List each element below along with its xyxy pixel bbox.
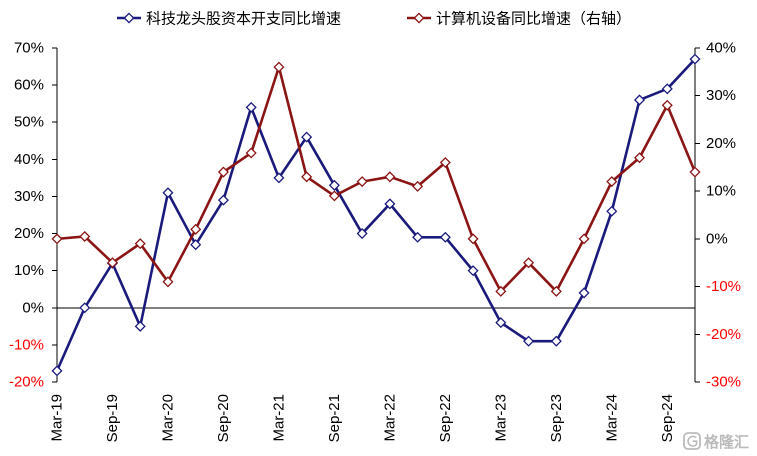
legend-marker-series-1 [123,12,135,24]
left-y-tick-label: -20% [9,374,44,391]
series-2-point [245,147,257,159]
watermark-icon [683,432,701,450]
series-1-point [634,94,646,106]
right-y-tick-label: -20% [706,326,741,343]
x-tick-label: Mar-22 [381,394,398,442]
series-2-point [634,152,646,164]
x-tick-label: Sep-20 [215,394,232,442]
left-y-tick-label: 20% [14,225,44,242]
watermark-logo: 格隆汇 [683,432,749,451]
series-1-point [301,131,313,143]
series-1-point [162,187,174,199]
legend-label-series-2: 计算机设备同比增速（右轴） [436,10,631,28]
series-2-point [217,166,229,178]
right-y-tick-label: 0% [706,230,728,247]
left-y-tick-label: 0% [22,299,44,316]
x-tick-label: Mar-21 [270,394,287,442]
series-1-point [412,231,424,243]
left-y-tick-label: 40% [14,151,44,168]
series-2-point [689,166,701,178]
legend-item-series-2: 计算机设备同比增速（右轴） [407,10,631,28]
x-tick-label: Sep-24 [659,394,676,442]
legend-label-series-1: 科技龙头股资本开支同比增速 [146,11,341,28]
x-tick-label: Mar-23 [492,394,509,442]
right-y-tick-label: 10% [706,183,736,200]
series-1-point [467,265,479,277]
series-2-point [328,190,340,202]
x-tick-label: Sep-19 [104,394,121,442]
series-1-point [523,335,535,347]
series-2-point [79,230,91,242]
watermark-icon-mark [687,435,698,447]
series-1-point [273,172,285,184]
x-tick-label: Mar-19 [49,394,66,442]
series-1-point [79,302,91,314]
series-2-point [467,233,479,245]
series-1-point [217,194,229,206]
watermark-text: 格隆汇 [704,433,749,451]
series-2-point [495,285,507,297]
right-y-tick-label: 20% [706,135,736,152]
series-1-point [689,53,701,65]
left-y-tick-label: 70% [14,40,44,57]
legend-item-series-1: 科技龙头股资本开支同比增速 [117,11,341,28]
series-1-point [356,228,368,240]
series-2-point [606,176,618,188]
series-1-point [578,287,590,299]
series-2-point [412,180,424,192]
series-1-point [245,101,257,113]
right-y-tick-label: 30% [706,87,736,104]
series-1-point [495,317,507,329]
series-2-point [106,257,118,269]
left-y-tick-label: 60% [14,77,44,94]
legend-marker-series-2 [413,12,425,24]
series-1-point [134,320,146,332]
left-y-tick-label: -10% [9,336,44,353]
series-1-point [384,198,396,210]
legend: 科技龙头股资本开支同比增速 计算机设备同比增速（右轴） [117,10,631,28]
series-2-point [384,171,396,183]
x-tick-label: Sep-21 [326,394,343,442]
series-2-point [523,257,535,269]
series-2-point [439,156,451,169]
right-y-tick-label: -30% [706,374,741,391]
left-y-tick-label: 30% [14,188,44,205]
series-1-point [190,239,202,251]
x-tick-label: Mar-20 [159,394,176,442]
series-1-point [661,83,673,95]
series-2-point [356,176,368,188]
series-1-point [606,205,618,217]
series-2-point [162,276,174,288]
left-y-tick-label: 50% [14,114,44,131]
series-2-line [55,65,697,293]
plot-area [51,53,701,377]
series-2-point [661,99,673,111]
series-2-point [550,285,562,297]
right-y-tick-label: 40% [706,40,736,57]
left-y-tick-label: 10% [14,262,44,279]
series-2-point [134,238,146,250]
series-2-point [578,233,590,245]
right-y-tick-label: -10% [706,278,741,295]
series-1-point [51,365,63,377]
x-tick-label: Sep-22 [437,394,454,442]
series-2-point [190,223,202,235]
series-1-line [55,57,697,373]
axes: -20% -10% 0% 10% 20% 30% 40% 50% 60% 70% -30% -20% -… [9,40,741,443]
x-tick-label: Sep-23 [548,394,565,442]
x-tick-label: Mar-24 [603,394,620,442]
series-2-point [51,233,63,245]
series-1-point [328,179,340,191]
series-2-point [301,171,313,183]
series-1 [51,53,701,377]
series-1-point [439,231,451,243]
series-2 [51,61,701,297]
series-2-point [273,61,285,73]
series-1-point [550,335,562,347]
